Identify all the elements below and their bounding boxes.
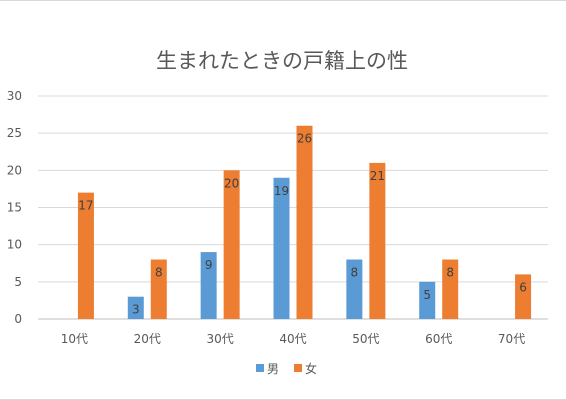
bar-female-1	[150, 259, 167, 319]
bar-female-0	[77, 192, 94, 319]
x-tick-label: 60代	[425, 332, 452, 346]
x-tick-label: 50代	[352, 332, 379, 346]
x-tick-label: 30代	[207, 332, 234, 346]
x-tick-label: 10代	[61, 332, 88, 346]
data-label: 8	[446, 266, 454, 280]
bar-female-6	[515, 274, 532, 319]
y-tick-label: 15	[7, 201, 22, 215]
bar-male-2	[200, 252, 217, 319]
legend-swatch-male	[256, 364, 264, 372]
y-tick-label: 20	[7, 163, 22, 177]
data-label: 9	[205, 258, 213, 272]
y-axis-ticks: 0 5 10 15 20 25 30	[7, 89, 22, 326]
bar-male-4	[346, 259, 363, 319]
bars	[77, 125, 532, 319]
legend-label-male: 男	[267, 362, 279, 376]
y-tick-label: 0	[14, 312, 22, 326]
y-tick-label: 25	[7, 126, 22, 140]
data-labels: 17 3 8 9 20 19 26 8 21 5 8 6	[78, 132, 527, 317]
bar-female-3	[296, 125, 313, 319]
x-tick-label: 70代	[498, 332, 525, 346]
x-axis-categories: 10代 20代 30代 40代 50代 60代 70代	[61, 332, 525, 346]
legend-swatch-female	[294, 364, 302, 372]
data-label: 19	[274, 184, 289, 198]
data-label: 8	[155, 266, 163, 280]
data-label: 20	[224, 176, 239, 190]
data-label: 17	[78, 199, 93, 213]
bar-female-2	[223, 170, 240, 319]
bar-female-5	[442, 259, 459, 319]
bar-male-3	[273, 177, 290, 319]
chart-title: 生まれたときの戸籍上の性	[156, 49, 408, 73]
data-label: 6	[519, 280, 527, 294]
legend-label-female: 女	[305, 361, 317, 376]
y-tick-label: 5	[14, 275, 22, 289]
legend: 男女	[256, 361, 317, 376]
gridlines	[38, 95, 548, 320]
bar-male-1	[127, 296, 144, 319]
data-label: 3	[132, 303, 140, 317]
bar-male-5	[419, 281, 436, 319]
x-tick-label: 40代	[279, 332, 306, 346]
y-tick-label: 30	[7, 89, 22, 103]
data-label: 8	[351, 266, 359, 280]
data-label: 26	[297, 132, 312, 146]
bar-female-4	[369, 162, 386, 319]
x-tick-label: 20代	[134, 332, 161, 346]
data-label: 21	[370, 169, 385, 183]
y-tick-label: 10	[7, 238, 22, 252]
data-label: 5	[423, 288, 431, 302]
